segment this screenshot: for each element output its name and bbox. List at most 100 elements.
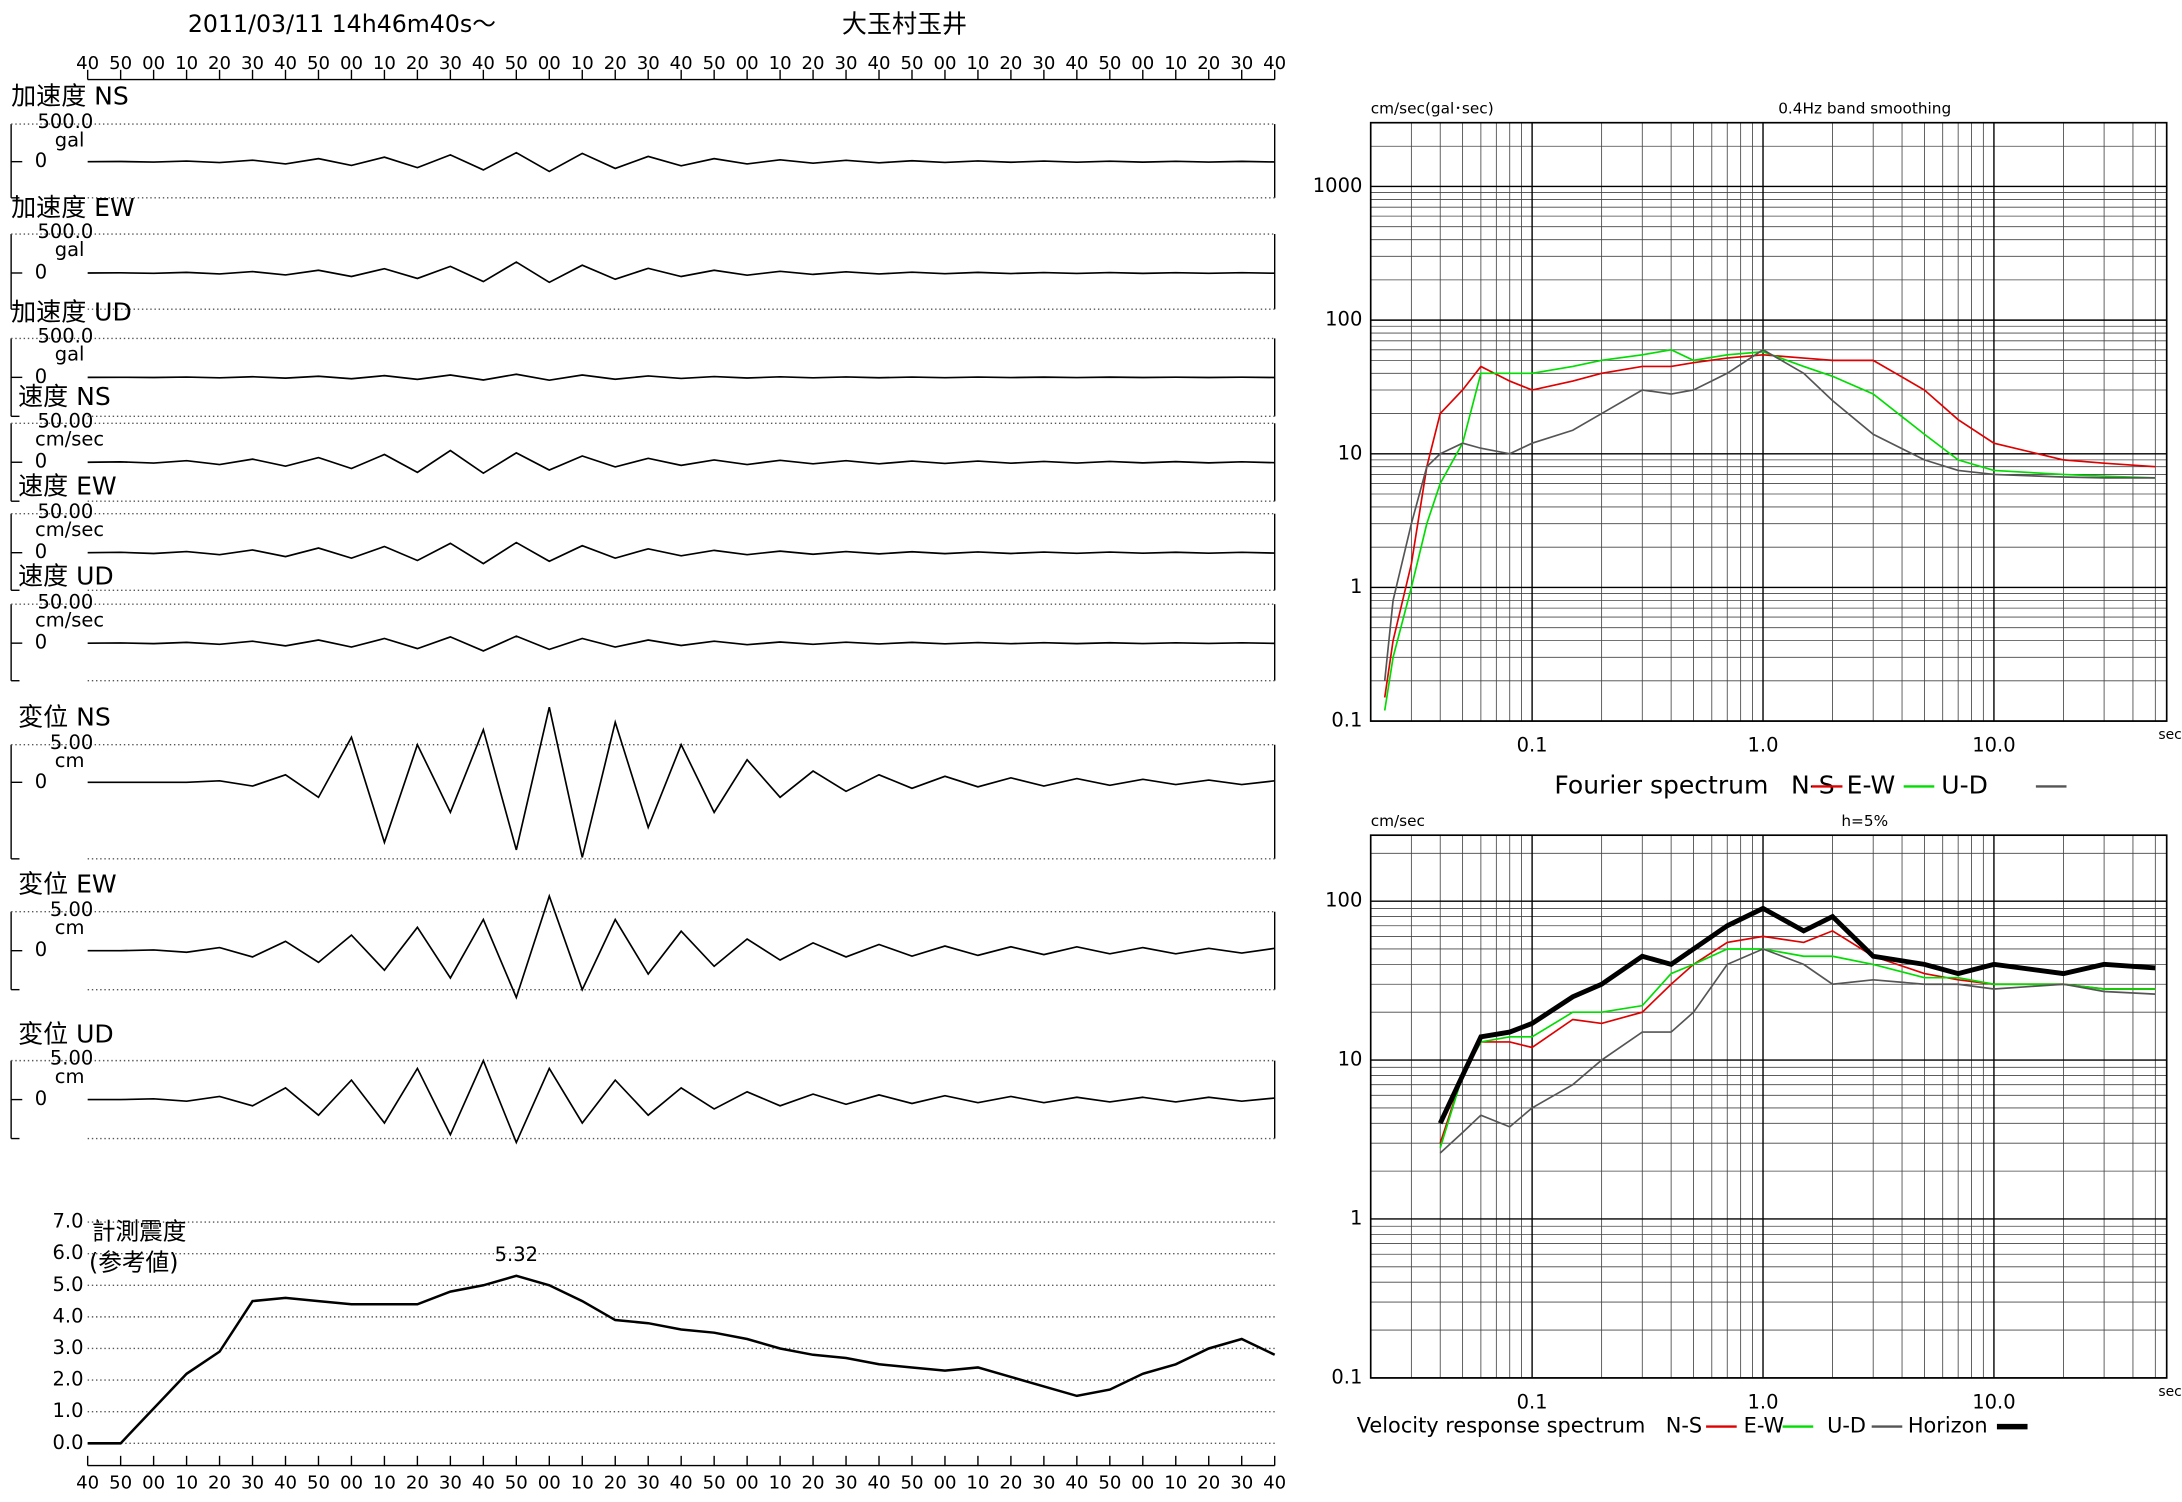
x-tick-label: 30 [241,53,264,74]
x-tick-label: 0.1 [1517,1390,1548,1413]
chart-subtitle: (参考値) [89,1248,178,1276]
x-tick-label: 40 [472,53,495,74]
x-tick-label: 00 [736,53,759,74]
unit-label: cm/sec [35,608,104,631]
y-tick-label: 100 [1325,308,1362,331]
y-tick-label: 4.0 [53,1304,84,1327]
x-tick-label: 20 [208,1473,231,1494]
x-tick-label: 10 [1164,1473,1187,1494]
trace-label: 加速度 UD [11,297,132,326]
x-tick-label: 30 [1230,53,1253,74]
legend-label: E-W [1847,770,1896,799]
spectrum-line [1439,948,2156,1154]
x-tick-label: 40 [274,1473,297,1494]
unit-label: cm [55,916,85,939]
x-tick-label: 50 [703,1473,726,1494]
x-tick-label: 40 [670,1473,693,1494]
x-tick-label: 10.0 [1972,734,2015,757]
trace [87,706,1275,858]
x-tick-label: 40 [868,1473,891,1494]
y-tick-label: 1 [1350,575,1362,598]
trace-label: 速度 UD [18,562,114,591]
plot-frame [1369,121,2168,722]
x-tick-label: 50 [505,53,528,74]
y-tick-label: 7.0 [53,1210,84,1233]
x-tick-label: 30 [637,1473,660,1494]
legend-label: N-S [1791,770,1835,799]
x-tick-label: 20 [406,53,429,74]
x-tick-label: 00 [142,1473,165,1494]
y-tick-label: 0 [35,540,47,563]
trace-label: 速度 EW [18,471,117,500]
y-tick-label: 5.00 [50,898,93,921]
x-tick-label: 40 [1065,1473,1088,1494]
y-tick-label: 0 [35,1087,47,1110]
x-tick-label: 40 [670,53,693,74]
x-tick-label: 00 [340,1473,363,1494]
x-tick-label: 50 [703,53,726,74]
trace-label: 加速度 EW [11,193,135,222]
legend-label: E-W [1744,1414,1785,1438]
x-tick-label: 00 [1131,53,1154,74]
x-tick-label: 00 [736,1473,759,1494]
y-tick-label: 500.0 [37,325,93,348]
y-tick-label: 1.0 [53,1399,84,1422]
x-tick-label: 40 [1263,53,1286,74]
y-tick-label: 0.1 [1331,1365,1362,1388]
spectrum-line [1383,353,2156,698]
x-tick-label: 30 [1230,1473,1253,1494]
x-tick-label: 20 [1197,53,1220,74]
y-axis-label: cm/sec(gal･sec) [1371,99,1494,117]
trace-label: 速度 NS [18,382,111,411]
trace-label: 変位 EW [18,869,117,898]
x-tick-label: 50 [1098,53,1121,74]
x-tick-label: 00 [538,1473,561,1494]
x-tick-label: 10 [769,1473,792,1494]
x-tick-label: 10 [571,53,594,74]
x-tick-label: 30 [835,53,858,74]
x-tick-label: 20 [999,1473,1022,1494]
x-tick-label: 50 [109,53,132,74]
trace [87,151,1275,173]
x-axis-label: sec [2158,1384,2181,1400]
y-tick-label: 10 [1338,441,1363,464]
legend-title: Fourier spectrum [1554,770,1768,799]
x-tick-label: 30 [1032,53,1055,74]
x-tick-label: 1.0 [1748,734,1779,757]
x-tick-label: 40 [274,53,297,74]
legend-label: U-D [1941,770,1988,799]
unit-label: cm [55,749,85,772]
trace-label: 変位 UD [18,1020,114,1049]
trace [87,449,1275,475]
x-tick-label: 40 [1065,53,1088,74]
y-tick-label: 10 [1338,1048,1363,1071]
x-tick-label: 40 [76,53,99,74]
legend-title: Velocity response spectrum [1357,1414,1646,1438]
x-tick-label: 30 [835,1473,858,1494]
x-tick-label: 10 [373,53,396,74]
x-tick-label: 00 [933,1473,956,1494]
x-tick-label: 00 [340,53,363,74]
x-tick-label: 40 [76,1473,99,1494]
unit-label: gal [55,128,85,151]
x-tick-label: 10 [966,1473,989,1494]
x-tick-label: 20 [208,53,231,74]
x-tick-label: 00 [142,53,165,74]
y-tick-label: 50.00 [37,500,93,523]
x-tick-label: 30 [241,1473,264,1494]
y-tick-label: 500.0 [37,220,93,243]
x-tick-label: 50 [900,53,923,74]
y-tick-label: 3.0 [53,1336,84,1359]
y-axis-label: cm/sec [1371,812,1425,830]
y-tick-label: 2.0 [53,1368,84,1391]
title: 2011/03/11 14h46m40s〜 [188,10,496,38]
x-tick-label: 20 [604,1473,627,1494]
legend-label: Horizon [1908,1414,1988,1438]
unit-label: gal [55,343,85,366]
x-tick-label: 00 [933,53,956,74]
y-tick-label: 1 [1350,1206,1362,1229]
x-tick-label: 40 [472,1473,495,1494]
trace [87,373,1275,382]
y-tick-label: 0.0 [53,1431,84,1454]
trace [87,893,1275,1000]
